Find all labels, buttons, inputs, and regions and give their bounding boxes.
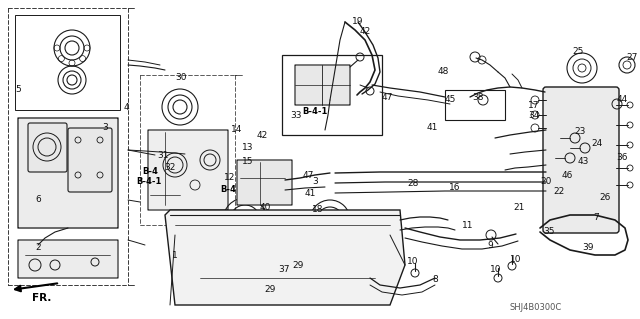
Text: 47: 47: [302, 170, 314, 180]
Bar: [15, 15, 120, 110]
Text: 32: 32: [164, 164, 176, 173]
Text: B-4: B-4: [220, 186, 236, 195]
Text: 38: 38: [472, 93, 484, 102]
Text: 19: 19: [352, 18, 364, 26]
Text: 33: 33: [291, 110, 301, 120]
Text: 3: 3: [312, 177, 318, 187]
Bar: [282, 55, 382, 135]
Text: 48: 48: [437, 68, 449, 77]
Text: 11: 11: [462, 220, 474, 229]
Text: 23: 23: [574, 128, 586, 137]
FancyBboxPatch shape: [68, 128, 112, 192]
Text: 15: 15: [243, 157, 253, 166]
Text: 25: 25: [572, 48, 584, 56]
Bar: [445, 90, 505, 120]
Text: 44: 44: [616, 95, 628, 105]
Text: 42: 42: [257, 130, 268, 139]
Text: 9: 9: [487, 241, 493, 249]
Text: 28: 28: [407, 179, 419, 188]
Text: 39: 39: [582, 243, 594, 253]
Text: 4: 4: [123, 103, 129, 113]
Text: 10: 10: [490, 265, 502, 275]
Text: 10: 10: [407, 257, 419, 266]
Text: 22: 22: [554, 188, 564, 197]
Text: 24: 24: [591, 138, 603, 147]
Text: 40: 40: [259, 204, 271, 212]
FancyBboxPatch shape: [28, 123, 67, 172]
Text: 37: 37: [278, 265, 290, 275]
Text: 42: 42: [360, 27, 371, 36]
Text: B-4: B-4: [142, 167, 158, 176]
Text: 20: 20: [540, 177, 552, 187]
Text: 46: 46: [561, 170, 573, 180]
Text: 18: 18: [312, 205, 324, 214]
Text: 29: 29: [292, 261, 304, 270]
Text: SHJ4B0300C: SHJ4B0300C: [510, 302, 563, 311]
Text: 13: 13: [243, 144, 253, 152]
Text: 41: 41: [426, 122, 438, 131]
FancyBboxPatch shape: [543, 87, 619, 233]
Ellipse shape: [195, 271, 375, 299]
Text: 16: 16: [449, 183, 461, 192]
Text: 43: 43: [577, 158, 589, 167]
Text: 36: 36: [616, 153, 628, 162]
Text: 10: 10: [510, 256, 522, 264]
FancyBboxPatch shape: [237, 160, 292, 205]
FancyBboxPatch shape: [148, 130, 228, 210]
Text: 7: 7: [593, 213, 599, 222]
Text: 26: 26: [599, 194, 611, 203]
Text: 47: 47: [381, 93, 393, 101]
Text: 41: 41: [304, 189, 316, 197]
Text: 5: 5: [15, 85, 21, 94]
Text: FR.: FR.: [32, 293, 52, 303]
Text: 27: 27: [627, 53, 637, 62]
FancyBboxPatch shape: [18, 118, 118, 228]
Text: 12: 12: [224, 174, 236, 182]
Text: 2: 2: [35, 243, 41, 253]
Text: 34: 34: [528, 110, 540, 120]
Polygon shape: [165, 210, 405, 305]
Text: 35: 35: [543, 227, 555, 236]
FancyBboxPatch shape: [18, 240, 118, 278]
Text: 3: 3: [102, 123, 108, 132]
Text: B-4-1: B-4-1: [302, 108, 328, 116]
Text: 17: 17: [528, 100, 540, 109]
Text: 1: 1: [172, 250, 178, 259]
Text: 45: 45: [444, 95, 456, 105]
Text: 14: 14: [231, 125, 243, 135]
Text: 21: 21: [513, 204, 525, 212]
Text: 29: 29: [264, 286, 276, 294]
Text: B-4-1: B-4-1: [136, 177, 161, 187]
Text: 30: 30: [175, 73, 187, 83]
Text: 31: 31: [157, 151, 169, 160]
Text: 8: 8: [432, 276, 438, 285]
Text: 6: 6: [35, 196, 41, 204]
FancyBboxPatch shape: [295, 65, 350, 105]
